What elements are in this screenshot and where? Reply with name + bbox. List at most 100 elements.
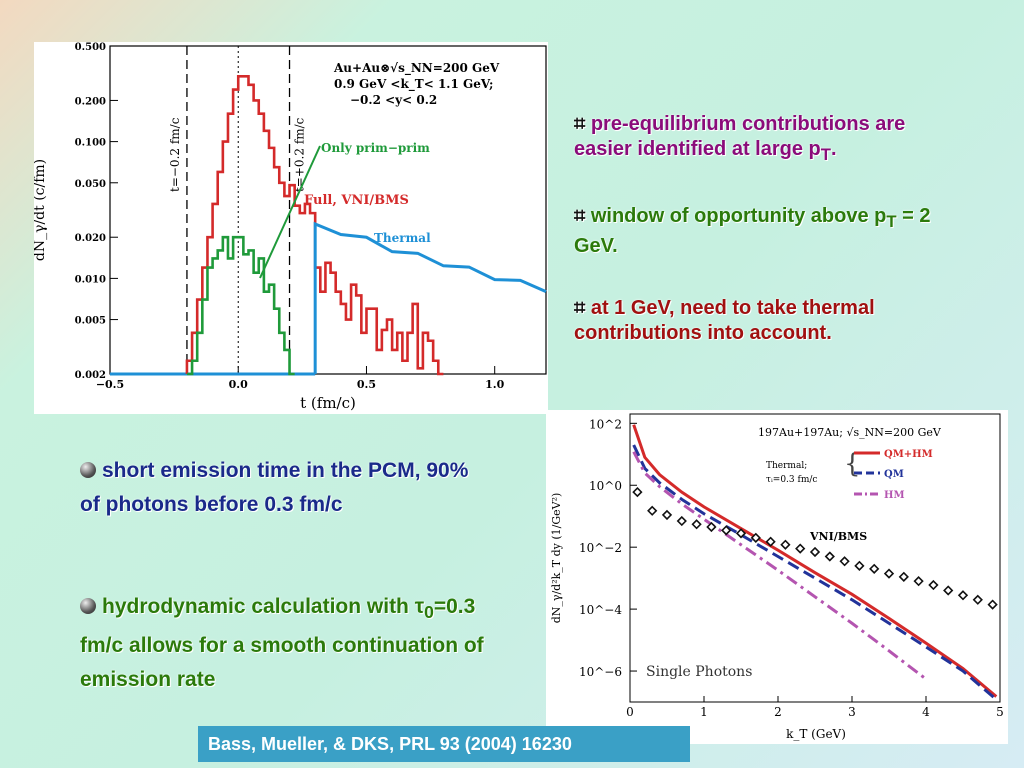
emission-time-chart: −0.5 0.0 0.5 1.0 0.500 0.200 0.100 0.050 0.020 0.… — [32, 42, 548, 414]
bullet5-end: =0.3 fm/c allows for a smooth continuati… — [80, 595, 484, 692]
legend-full: Full, VNI/BMS — [304, 193, 409, 208]
bullet1-sub: T — [820, 145, 831, 164]
vni-diamond-point — [632, 486, 643, 498]
plot2-series-0 — [632, 424, 998, 698]
plot2-xtick-label: 4 — [922, 705, 930, 719]
plot1-ytick-label: 0.020 — [75, 233, 106, 244]
vni-diamond-point — [780, 539, 791, 550]
plot1-ytick-label: 0.500 — [75, 42, 106, 53]
vni-diamond-point — [676, 515, 687, 527]
vni-diamond-point — [721, 525, 732, 536]
vni-diamond-point — [913, 576, 924, 587]
vni-diamond-point — [750, 532, 761, 543]
bullet-hydrodynamic: hydrodynamic calculation with τ0=0.3 fm/… — [80, 590, 490, 697]
plot2-series-1 — [632, 444, 998, 701]
pattern-bullet-icon: ⌗ — [574, 113, 586, 135]
legend-qm: QM — [884, 469, 904, 480]
legend-thermal: Thermal — [374, 231, 431, 245]
bullet5-sub: 0 — [424, 602, 434, 623]
vni-diamond-point — [735, 528, 747, 539]
plot2-ytick-label: 10^0 — [589, 479, 622, 493]
plot1-vline-label: t=+0.2 fm/c — [293, 117, 307, 192]
bullet-pre-equilibrium: ⌗ pre-equilibrium contributions are easi… — [574, 112, 934, 167]
emission-time-plot: −0.5 0.0 0.5 1.0 0.500 0.200 0.100 0.050 0.020 0.… — [32, 42, 547, 412]
plot1-xtick-label: −0.5 — [96, 378, 124, 391]
plot1-xtick-label: 0.0 — [229, 378, 248, 391]
sphere-bullet-icon — [80, 598, 96, 614]
vni-diamond-point — [928, 579, 939, 591]
plot1-ytick-label: 0.010 — [75, 274, 106, 285]
vni-diamond-point — [795, 543, 806, 554]
plot1-annot-1: Au+Au⊗√s_NN=200 GeV — [333, 61, 500, 76]
plot1-annot-3: −0.2 <y< 0.2 — [350, 93, 437, 107]
vni-diamond-point — [943, 585, 954, 596]
bullet3-text: at 1 GeV, need to take thermal contribut… — [574, 297, 875, 344]
photon-spectrum-chart: 0 1 2 3 4 5 10^2 10^0 10^−2 10^−4 10^−6 dN_γ/d²k_T… — [546, 410, 1008, 744]
bullet1-text: pre-equilibrium contributions are easier… — [574, 113, 906, 160]
bullet5-text: hydrodynamic calculation with τ — [102, 595, 425, 618]
plot1-annot-2: 0.9 GeV <k_T< 1.1 GeV; — [334, 77, 493, 92]
plot2-xlabel: k_T (GeV) — [786, 727, 846, 741]
vni-diamond-point — [647, 505, 658, 516]
bullet-thermal: ⌗ at 1 GeV, need to take thermal contrib… — [574, 296, 934, 346]
prim-prim-pointer — [259, 145, 321, 279]
vni-diamond-point — [957, 590, 969, 601]
pattern-bullet-icon: ⌗ — [574, 205, 586, 227]
thermal-note-1: Thermal; — [766, 461, 807, 471]
plot2-series-2 — [632, 451, 927, 681]
plot1-ytick-label: 0.200 — [75, 96, 106, 107]
plot1-vline-label: t=−0.2 fm/c — [168, 117, 182, 192]
plot1-series-0 — [185, 75, 444, 376]
plot1-ytick-label: 0.050 — [75, 179, 106, 190]
plot2-header: 197Au+197Au; √s_NN=200 GeV — [758, 426, 942, 439]
plot1-xtick-label: 0.5 — [357, 378, 376, 391]
plot2-xtick-label: 2 — [774, 705, 782, 719]
plot1-xtick-label: 1.0 — [485, 378, 504, 391]
vni-diamond-point — [839, 556, 850, 567]
vni-diamond-point — [765, 536, 776, 547]
bullet2-sub: T — [886, 212, 897, 231]
vni-diamond-point — [972, 594, 983, 605]
plot1-ytick-label: 0.002 — [75, 370, 106, 381]
plot1-series-1 — [186, 235, 295, 376]
pattern-bullet-icon: ⌗ — [574, 297, 586, 319]
plot2-xtick-label: 5 — [996, 705, 1004, 719]
sphere-bullet-icon — [80, 462, 96, 478]
vni-diamond-point — [809, 546, 821, 558]
plot2-ytick-label: 10^2 — [589, 417, 622, 431]
plot2-ytick-label: 10^−4 — [579, 603, 622, 617]
bullet-emission-time: short emission time in the PCM, 90% of p… — [80, 454, 480, 522]
plot1-frame — [109, 45, 547, 375]
plot2-ylabel: dN_γ/d²k_T dy (1/GeV²) — [550, 493, 563, 624]
vni-diamond-point — [898, 571, 909, 582]
plot1-ytick-label: 0.100 — [75, 138, 106, 149]
plot2-ytick-label: 10^−2 — [579, 541, 622, 555]
plot2-frame — [629, 413, 1001, 703]
bullet1-end: . — [830, 138, 837, 160]
single-photons-label: Single Photons — [646, 664, 752, 680]
plot1-ylabel: dN_γ/dt (c/fm) — [34, 159, 48, 261]
bullet2-text: window of opportunity above p — [590, 205, 887, 227]
vni-diamond-point — [869, 563, 880, 574]
legend-vni: VNI/BMS — [809, 530, 867, 543]
vni-diamond-point — [883, 568, 895, 579]
thermal-note-2: τᵢ=0.3 fm/c — [766, 475, 817, 485]
vni-diamond-point — [706, 521, 717, 533]
vni-diamond-point — [824, 551, 835, 562]
plot1-series-2 — [313, 221, 547, 374]
bullet-window-opportunity: ⌗ window of opportunity above pT = 2 GeV… — [574, 204, 934, 259]
bullet4-text: short emission time in the PCM, 90% of p… — [80, 459, 469, 516]
plot2-xtick-label: 0 — [626, 705, 634, 719]
plot1-ytick-label: 0.005 — [75, 316, 106, 327]
plot1-xlabel: t (fm/c) — [300, 394, 356, 412]
plot2-xtick-label: 1 — [700, 705, 708, 719]
plot2-xtick-label: 3 — [848, 705, 856, 719]
vni-diamond-point — [661, 509, 673, 521]
legend-hm: HM — [884, 490, 905, 501]
legend-prim-prim: Only prim−prim — [321, 141, 430, 155]
vni-diamond-point — [854, 560, 865, 571]
plot2-ytick-label: 10^−6 — [579, 665, 622, 679]
bullet2-end: = 2 GeV. — [574, 205, 931, 257]
photon-spectrum-plot: 0 1 2 3 4 5 10^2 10^0 10^−2 10^−4 10^−6 dN_γ/d²k_T… — [550, 413, 1004, 741]
citation-banner: Bass, Mueller, & DKS, PRL 93 (2004) 1623… — [198, 726, 690, 762]
